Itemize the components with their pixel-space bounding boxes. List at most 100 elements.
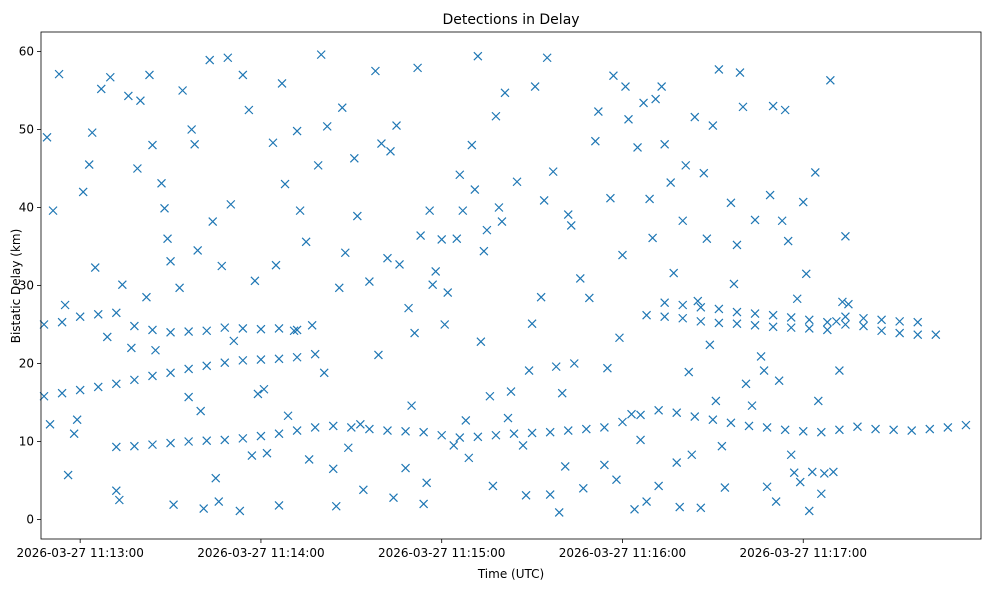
data-point — [184, 437, 194, 446]
data-point — [129, 441, 139, 451]
data-point — [810, 167, 820, 177]
data-point — [132, 164, 142, 173]
data-point — [148, 371, 157, 381]
data-point — [45, 419, 55, 429]
data-point — [539, 196, 549, 205]
data-point — [337, 103, 347, 113]
data-point — [238, 355, 248, 365]
data-point — [395, 260, 404, 269]
data-point — [111, 486, 121, 496]
data-point — [292, 325, 302, 335]
data-point — [732, 319, 742, 329]
data-point — [87, 128, 97, 138]
data-point — [834, 366, 844, 375]
data-point — [235, 506, 245, 516]
data-point — [756, 352, 766, 361]
data-point — [551, 362, 561, 372]
data-point — [419, 427, 429, 437]
data-point — [877, 326, 887, 336]
data-point — [530, 82, 540, 92]
plot-frame — [40, 31, 982, 540]
data-point — [575, 274, 585, 283]
y-tick-label: 30 — [19, 279, 34, 293]
data-point — [765, 190, 775, 200]
data-point — [503, 413, 513, 423]
data-point — [169, 500, 178, 510]
data-point — [407, 401, 417, 411]
data-point — [205, 55, 215, 65]
data-point — [545, 490, 555, 499]
data-point — [690, 412, 700, 421]
data-point — [292, 352, 302, 362]
data-point — [798, 426, 808, 436]
data-point — [443, 288, 453, 297]
data-point — [696, 302, 706, 312]
data-point — [714, 65, 724, 74]
data-point — [636, 435, 645, 445]
data-point — [244, 105, 254, 115]
data-point — [681, 160, 691, 170]
data-point — [304, 455, 314, 464]
data-point — [63, 470, 73, 480]
data-point — [160, 203, 169, 213]
data-point — [199, 504, 209, 514]
data-point — [696, 503, 706, 513]
data-point — [925, 424, 935, 434]
data-point — [111, 308, 121, 318]
data-point — [184, 364, 194, 374]
data-point — [633, 143, 642, 152]
data-point — [473, 432, 483, 442]
data-point — [660, 139, 670, 149]
data-point — [75, 385, 85, 395]
data-point — [599, 460, 609, 470]
data-point — [250, 276, 260, 286]
data-point — [744, 421, 754, 431]
data-point — [166, 368, 175, 378]
data-point — [780, 105, 790, 115]
data-point — [816, 489, 826, 499]
data-point — [678, 216, 688, 226]
y-tick-label: 10 — [19, 435, 34, 449]
data-point — [819, 469, 829, 478]
data-point — [605, 193, 615, 203]
data-point — [726, 418, 736, 428]
data-point — [316, 50, 326, 60]
data-point — [783, 236, 793, 246]
data-point — [642, 310, 652, 320]
data-point — [425, 206, 435, 216]
data-point — [654, 405, 664, 415]
data-point — [509, 429, 519, 439]
data-point — [780, 425, 790, 435]
x-tick-label: 2026-03-27 11:14:00 — [197, 546, 324, 560]
data-point — [506, 387, 516, 397]
data-point — [148, 440, 157, 450]
data-point — [220, 435, 230, 445]
data-point — [708, 121, 718, 131]
data-point — [473, 51, 483, 61]
data-point — [569, 359, 579, 368]
data-point — [148, 325, 157, 335]
data-point — [364, 424, 374, 434]
data-point — [548, 167, 558, 177]
data-point — [467, 140, 477, 150]
data-point — [440, 320, 450, 329]
data-point — [738, 102, 748, 112]
data-point — [768, 310, 778, 320]
data-point — [801, 269, 811, 279]
data-point — [256, 355, 266, 365]
data-point — [166, 438, 175, 448]
data-point — [90, 263, 100, 272]
data-point — [238, 433, 248, 443]
data-point — [741, 379, 751, 389]
data-point — [612, 475, 621, 485]
data-point — [871, 424, 880, 434]
data-point — [840, 312, 850, 322]
data-point — [798, 197, 808, 207]
data-point — [223, 53, 233, 63]
data-point — [648, 233, 658, 243]
data-point — [142, 292, 151, 302]
data-point — [584, 293, 594, 303]
data-point — [256, 324, 266, 334]
data-point — [383, 253, 392, 263]
data-point — [295, 206, 305, 216]
